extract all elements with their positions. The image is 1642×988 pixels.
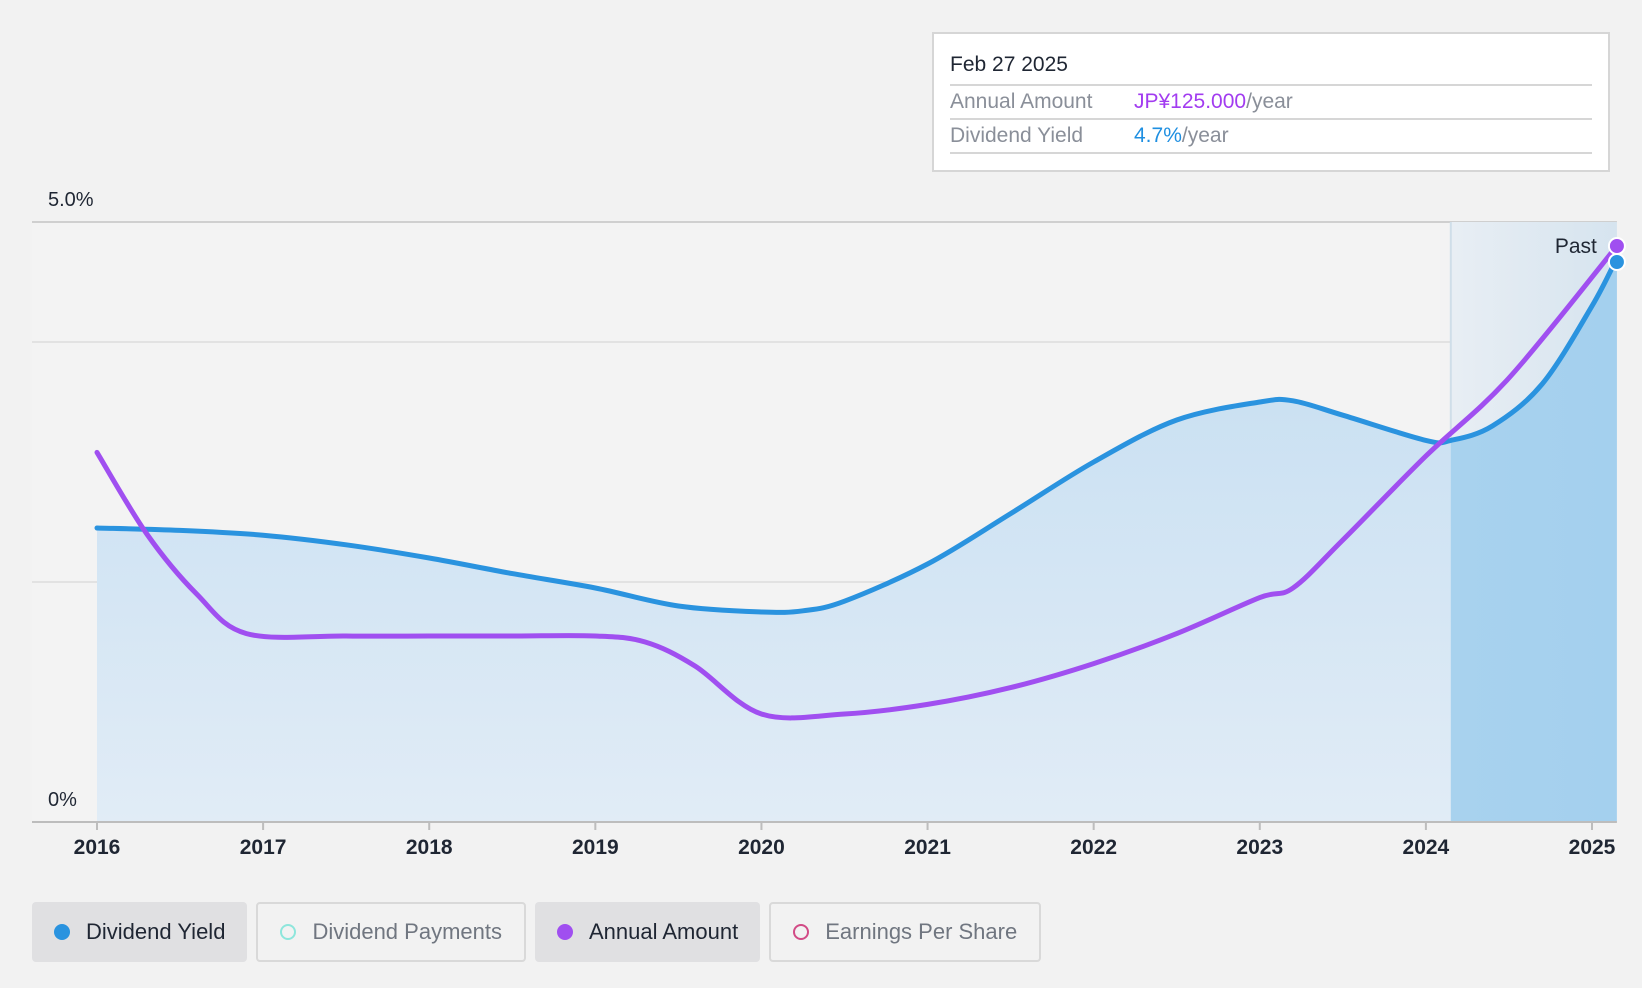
chart-tooltip: Feb 27 2025 Annual Amount JP¥125.000/yea… — [932, 32, 1610, 172]
x-tick-label: 2016 — [74, 836, 121, 859]
x-tick-label: 2019 — [572, 836, 619, 859]
legend-dividend-yield-dot-icon — [54, 924, 70, 940]
tooltip-annual-amount-label: Annual Amount — [950, 90, 1093, 113]
tooltip-dividend-yield-label: Dividend Yield — [950, 124, 1084, 147]
legend-earnings-per-share[interactable]: Earnings Per Share — [769, 902, 1042, 962]
dividend-yield-area-past — [1450, 258, 1617, 822]
dividend-yield-end-point — [1607, 253, 1626, 271]
x-tick-label: 2023 — [1236, 836, 1283, 859]
tooltip-row-dividend-yield: Dividend Yield 4.7%/year — [950, 120, 1592, 154]
tooltip-annual-amount-value: JP¥125.000 — [1134, 90, 1247, 113]
chart-canvas: 2016 2017 2018 2019 2020 2021 2022 2023 2024 2025… — [32, 189, 1626, 859]
x-tick-label: 2025 — [1569, 836, 1616, 859]
tooltip-date: Feb 27 2025 — [950, 50, 1592, 86]
past-label: Past — [1555, 235, 1597, 258]
x-tick-label: 2022 — [1070, 836, 1117, 859]
x-tick-label: 2024 — [1403, 836, 1450, 859]
dividend-yield-area — [97, 258, 1617, 822]
chart-legend: Dividend Yield Dividend Payments Annual … — [32, 902, 1042, 962]
x-tick-label: 2020 — [738, 836, 785, 859]
y-tick-label-bottom: 0% — [48, 789, 77, 811]
legend-dividend-payments-label: Dividend Payments — [312, 919, 502, 944]
tooltip-dividend-yield-unit: /year — [1181, 124, 1229, 147]
dividend-chart: 2016 2017 2018 2019 2020 2021 2022 2023 2024 2025… — [32, 32, 1626, 859]
legend-annual-amount-dot-icon — [556, 924, 573, 940]
legend-dividend-payments-dot-icon — [280, 924, 297, 940]
dividend-yield-line — [94, 255, 1620, 615]
legend-dividend-yield[interactable]: Dividend Yield — [32, 902, 248, 962]
annual-amount-line — [94, 243, 1620, 721]
y-tick-label-top: 5.0% — [48, 189, 94, 211]
x-tick-label: 2018 — [406, 836, 453, 859]
legend-earnings-per-share-label: Earnings Per Share — [825, 919, 1018, 944]
legend-dividend-yield-label: Dividend Yield — [86, 919, 226, 944]
legend-dividend-payments[interactable]: Dividend Payments — [256, 902, 526, 962]
tooltip-row-annual-amount: Annual Amount JP¥125.000/year — [950, 86, 1592, 120]
tooltip-dividend-yield-value: 4.7% — [1134, 124, 1182, 147]
x-tick-label: 2021 — [904, 836, 951, 859]
legend-earnings-per-share-dot-icon — [793, 924, 810, 940]
annual-amount-end-point — [1607, 237, 1626, 255]
tooltip-annual-amount-unit: /year — [1246, 90, 1293, 113]
x-tick-label: 2017 — [240, 836, 287, 859]
legend-annual-amount[interactable]: Annual Amount — [534, 902, 761, 962]
legend-annual-amount-label: Annual Amount — [588, 919, 739, 944]
